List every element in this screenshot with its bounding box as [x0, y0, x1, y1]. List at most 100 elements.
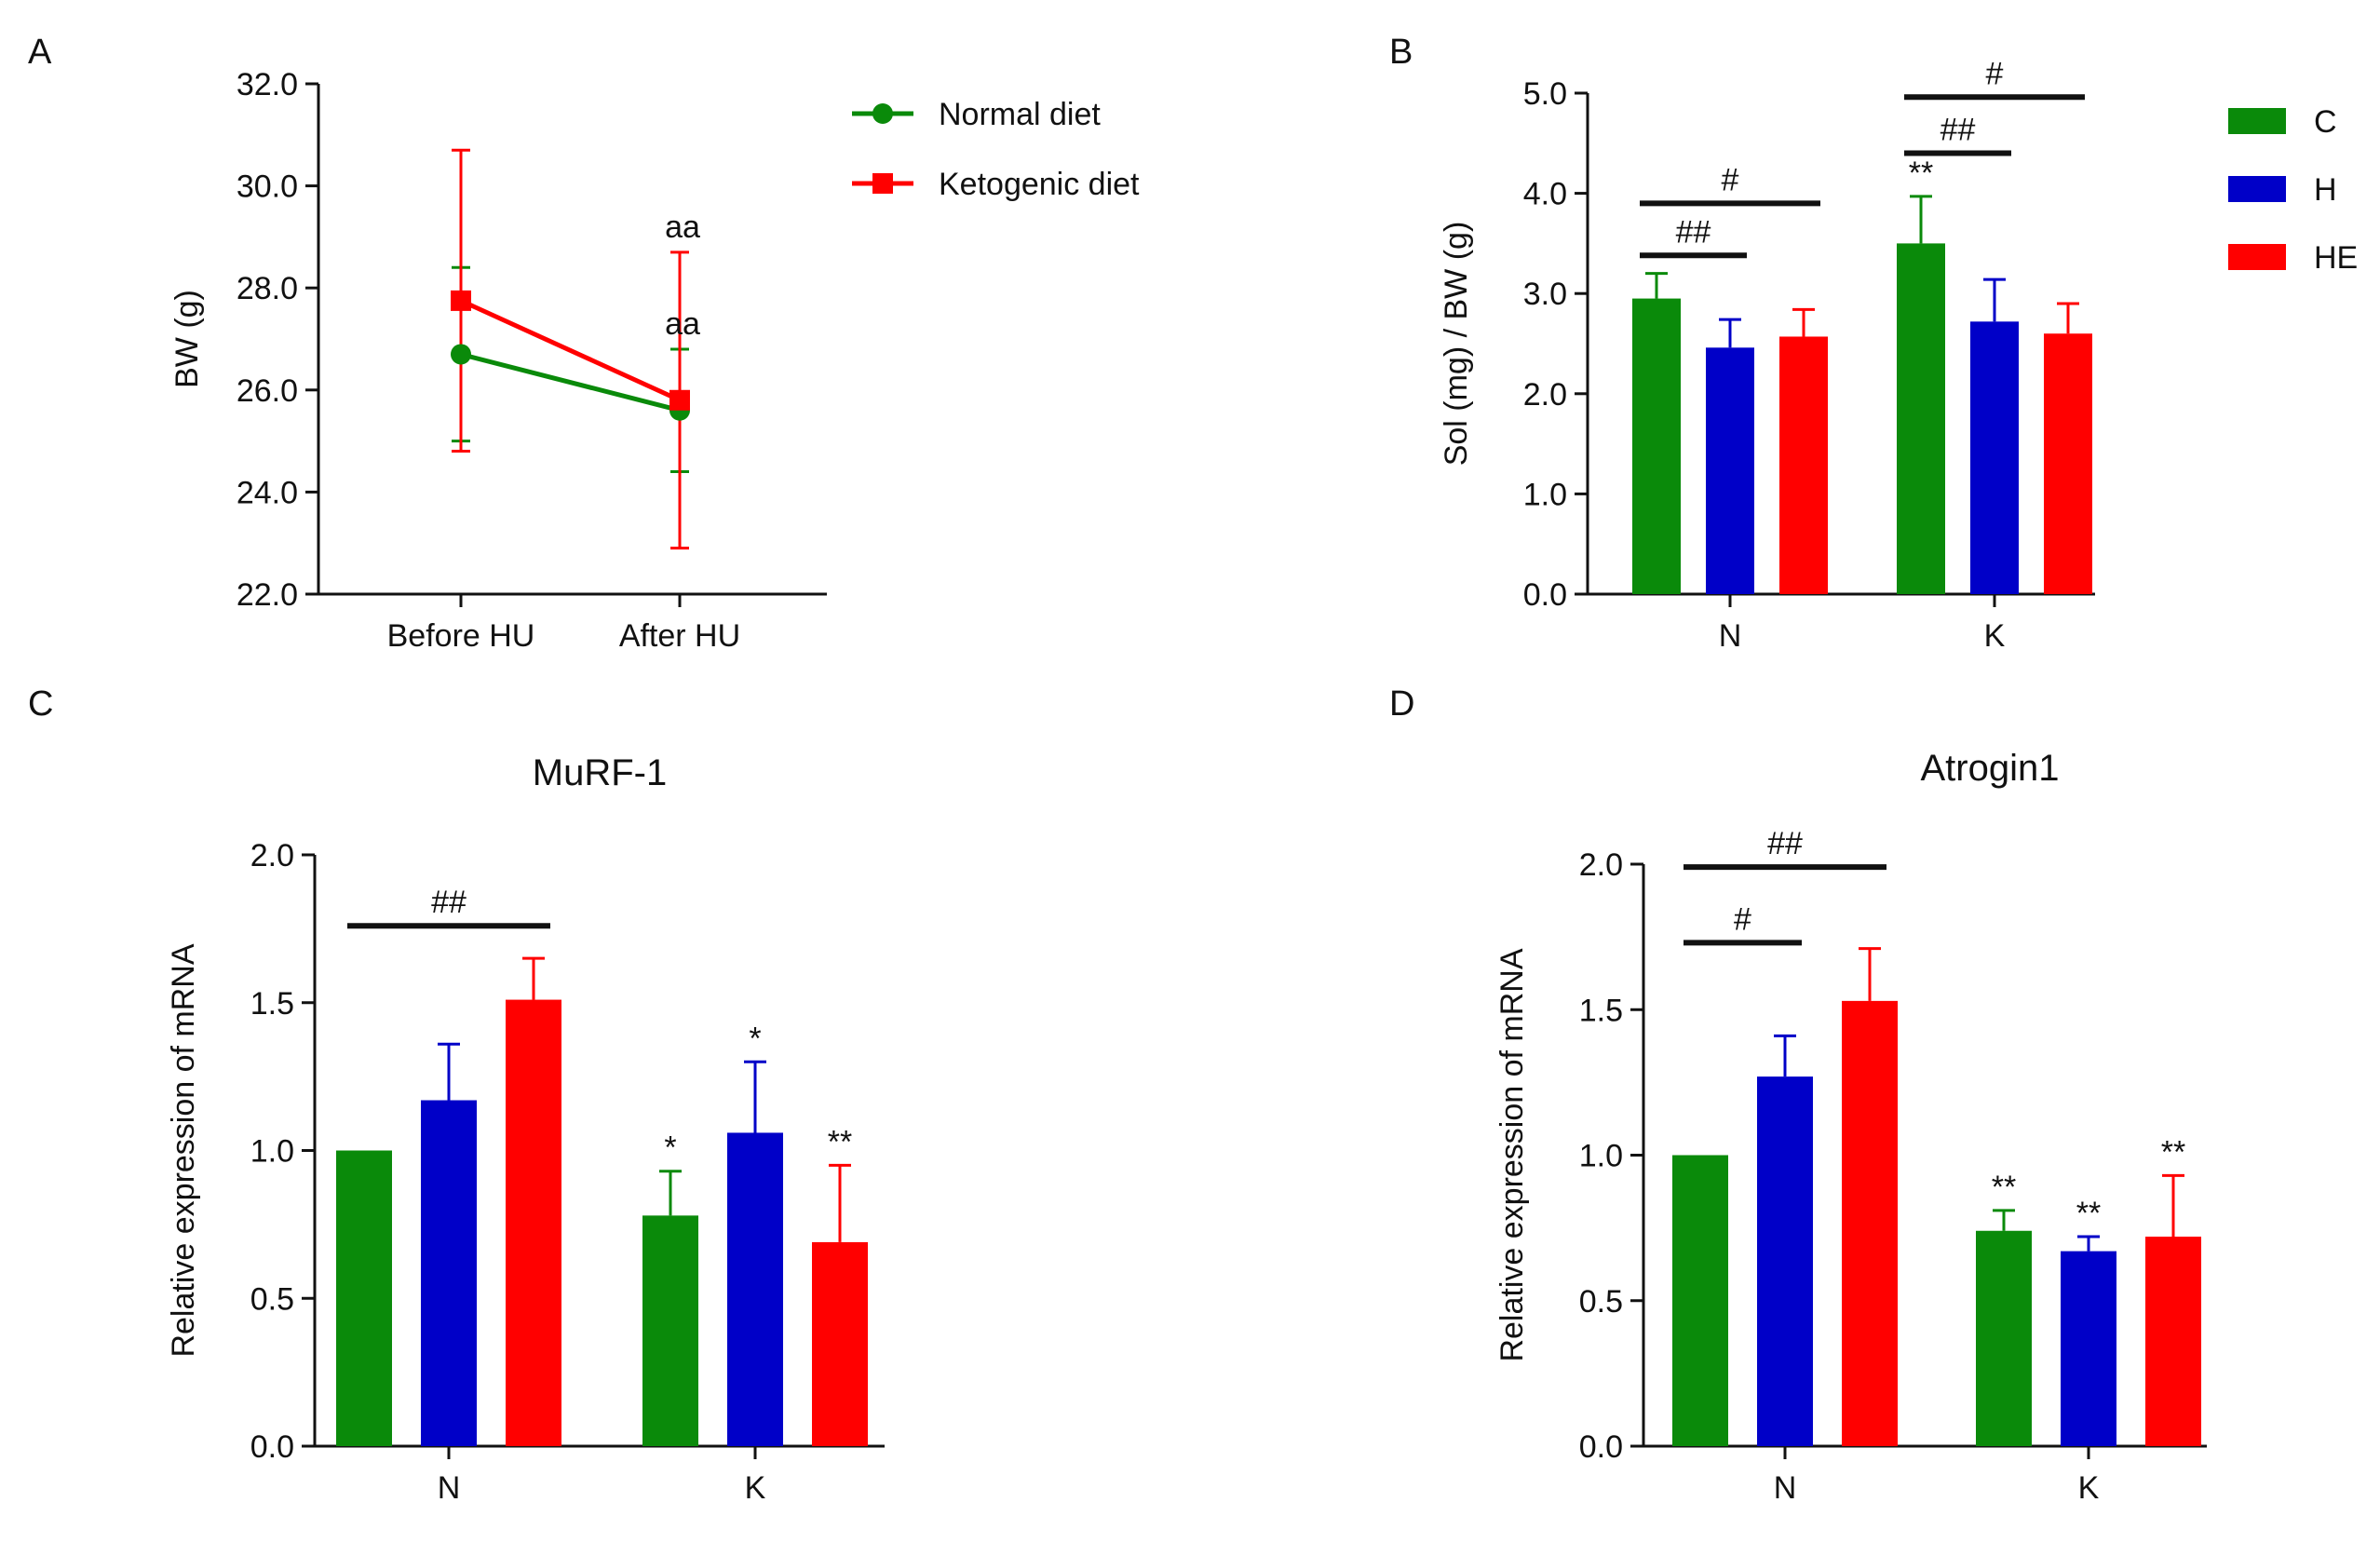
bar — [812, 1241, 868, 1446]
series-2: ** — [506, 956, 868, 1446]
series-1: * — [421, 1021, 783, 1446]
panel-letter: C — [28, 684, 53, 724]
series-0: * — [336, 1130, 698, 1446]
bar — [1970, 321, 2019, 594]
series-1: ** — [1757, 1034, 2116, 1446]
y-axis-title: BW (g) — [169, 290, 205, 388]
y-tick-label: 22.0 — [237, 577, 298, 613]
legend-label: HE — [2314, 240, 2358, 276]
y-tick-label: 28.0 — [237, 271, 298, 306]
y-tick-label: 0.5 — [250, 1281, 294, 1317]
panel-letter: A — [28, 33, 52, 72]
panel-b: B 0.0 1.0 2.0 3.0 4.0 5.0 N K Sol (mg) / BW (g) **… — [1389, 33, 2358, 654]
x-tick-label: K — [745, 1470, 766, 1506]
bracket-label: # — [1722, 162, 1739, 197]
bar — [727, 1132, 783, 1446]
series-0: ** — [1632, 156, 1945, 594]
series-line-1 — [451, 290, 690, 411]
chart-title: MuRF-1 — [533, 752, 667, 793]
bar — [1706, 347, 1754, 594]
significance-bracket: ## — [1640, 214, 1747, 259]
bar — [1757, 1076, 1813, 1446]
bar — [1779, 336, 1828, 594]
y-tick-label: 0.0 — [1523, 577, 1567, 613]
y-tick-label: 26.0 — [237, 373, 298, 409]
data-point — [451, 344, 471, 365]
y-tick-label: 1.0 — [1579, 1139, 1623, 1174]
series-1 — [1706, 277, 2019, 594]
bar — [1976, 1230, 2032, 1446]
x-tick-label: N — [438, 1470, 461, 1506]
y-tick-label: 1.5 — [1579, 993, 1623, 1028]
y-tick-label: 24.0 — [237, 475, 298, 510]
bar — [336, 1150, 392, 1446]
significance-label: ** — [1992, 1170, 2016, 1205]
bar — [2145, 1237, 2201, 1446]
bracket-label: # — [1734, 901, 1751, 937]
bar — [2044, 333, 2092, 594]
y-tick-label: 1.5 — [250, 986, 294, 1022]
legend-item: Normal diet — [852, 97, 1101, 132]
significance-label: ** — [1909, 156, 1933, 191]
data-point — [669, 389, 690, 411]
y-tick-label: 32.0 — [237, 67, 298, 102]
legend-label: Ketogenic diet — [939, 167, 1140, 202]
legend-label: C — [2314, 104, 2337, 140]
legend-item: Ketogenic diet — [852, 167, 1140, 202]
series-0 — [452, 265, 689, 473]
y-tick-label: 2.0 — [250, 838, 294, 873]
y-axis-title: Sol (mg) / BW (g) — [1439, 222, 1474, 467]
significance-bracket: ## — [1684, 826, 1886, 871]
legend-item: H — [2228, 172, 2337, 208]
bar — [1632, 298, 1681, 594]
significance-bracket: # — [1904, 56, 2085, 101]
y-tick-label: 2.0 — [1579, 847, 1623, 883]
chart-title: Atrogin1 — [1921, 748, 2060, 789]
bar — [421, 1100, 477, 1446]
x-tick-label: After HU — [619, 618, 740, 654]
x-tick-label: K — [2078, 1470, 2100, 1506]
y-tick-label: 4.0 — [1523, 177, 1567, 212]
series-2 — [1779, 302, 2092, 594]
legend-label: H — [2314, 172, 2337, 208]
significance-label: ** — [828, 1124, 852, 1159]
bracket-label: ## — [1941, 113, 1976, 148]
data-point — [451, 290, 471, 311]
legend-label: Normal diet — [939, 97, 1101, 132]
y-tick-label: 0.0 — [1579, 1429, 1623, 1465]
significance-bracket: ## — [347, 885, 550, 929]
panel-letter: B — [1389, 33, 1413, 72]
bracket-label: ## — [1767, 826, 1803, 861]
y-tick-label: 1.0 — [250, 1134, 294, 1170]
annotation-label: aa — [665, 210, 700, 245]
annotation-label: aa — [665, 306, 700, 342]
x-tick-label: N — [1719, 618, 1742, 654]
legend-item: HE — [2228, 240, 2358, 276]
x-tick-label: N — [1774, 1470, 1797, 1506]
series-line — [460, 352, 681, 413]
y-axis-title: Relative expression of mRNA — [166, 943, 201, 1357]
x-tick-label: Before HU — [387, 618, 535, 654]
significance-bracket: # — [1640, 162, 1820, 207]
significance-label: * — [749, 1021, 761, 1056]
panel-c: C MuRF-1 0.0 0.5 1.0 1.5 2.0 N K Relative express… — [28, 684, 885, 1506]
bracket-label: ## — [431, 885, 467, 920]
significance-bracket: # — [1684, 901, 1802, 946]
legend-marker — [872, 103, 893, 124]
series-line — [459, 298, 682, 403]
y-axis-title: Relative expression of mRNA — [1494, 948, 1530, 1361]
y-tick-label: 1.0 — [1523, 477, 1567, 512]
panel-d: D Atrogin1 0.0 0.5 1.0 1.5 2.0 N K Relative expre… — [1389, 684, 2207, 1506]
panel-a: A 22.0 24.0 26.0 28.0 30.0 32.0 Before HU After … — [28, 33, 1140, 654]
y-tick-label: 30.0 — [237, 169, 298, 205]
bar — [642, 1215, 698, 1446]
series-line-0 — [451, 344, 690, 421]
bar — [1672, 1155, 1728, 1446]
legend-swatch — [2228, 176, 2286, 202]
y-tick-label: 0.0 — [250, 1429, 294, 1465]
y-tick-label: 2.0 — [1523, 377, 1567, 413]
series-2: ** — [1842, 947, 2201, 1446]
legend-item: C — [2228, 104, 2337, 140]
bar — [506, 999, 561, 1446]
